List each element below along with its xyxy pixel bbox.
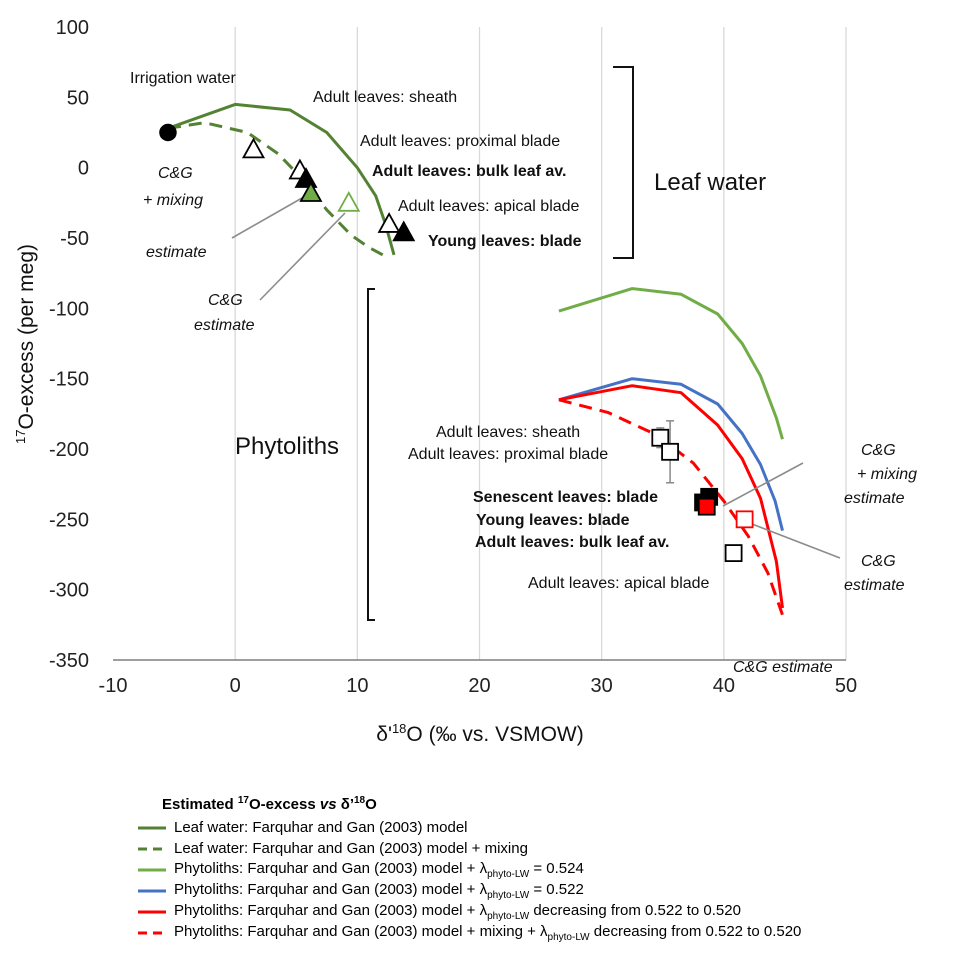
bracket-leaf-water bbox=[613, 66, 634, 259]
label-leaf-water: Leaf water bbox=[654, 169, 766, 196]
legend-label: Leaf water: Farquhar and Gan (2003) mode… bbox=[174, 819, 468, 836]
y-tick-label: -50 bbox=[60, 228, 89, 250]
label-ph-cg-mix-3: estimate bbox=[844, 490, 905, 507]
marker-square bbox=[651, 428, 670, 447]
series-line-5 bbox=[558, 384, 784, 609]
chart-plot: -10 0 10 20 30 40 50100500-50-100-150-200-250-… bbox=[13, 17, 917, 746]
y-tick-label: 100 bbox=[56, 17, 89, 39]
label-ph-young: Young leaves: blade bbox=[476, 512, 630, 529]
label-cg-1: C&G bbox=[208, 292, 243, 309]
label-ph-bulk: Adult leaves: bulk leaf av. bbox=[475, 534, 669, 551]
marker-triangle bbox=[392, 220, 416, 242]
connector-line bbox=[722, 462, 804, 507]
series-line-6 bbox=[558, 398, 784, 616]
label-ph-sheath: Adult leaves: sheath bbox=[436, 424, 580, 441]
label-ph-cg-mix-1: C&G bbox=[861, 442, 896, 459]
y-tick-label: -300 bbox=[49, 580, 89, 602]
y-tick-label: -200 bbox=[49, 439, 89, 461]
legend: Estimated 17O-excess vs δ’18O Leaf water… bbox=[136, 795, 956, 943]
connector-line bbox=[751, 523, 841, 559]
label-phytoliths: Phytoliths bbox=[235, 433, 339, 460]
label-ph-cg-mix-2: + mixing bbox=[857, 466, 917, 483]
x-tick-label: 50 bbox=[835, 675, 857, 697]
legend-swatch bbox=[136, 823, 168, 833]
series-line-3 bbox=[558, 287, 784, 440]
legend-label: Phytoliths: Farquhar and Gan (2003) mode… bbox=[174, 922, 802, 943]
label-ph-cg-1: C&G bbox=[861, 553, 896, 570]
label-lw-sheath: Adult leaves: sheath bbox=[313, 89, 457, 106]
label-cg-2: estimate bbox=[194, 317, 255, 334]
label-lw-apical: Adult leaves: apical blade bbox=[398, 198, 580, 215]
legend-item: Phytoliths: Farquhar and Gan (2003) mode… bbox=[136, 901, 956, 922]
marker-triangle bbox=[337, 190, 361, 212]
marker-triangle bbox=[377, 212, 401, 233]
marker-square bbox=[697, 497, 716, 516]
label-cg-mix-1: C&G bbox=[158, 165, 193, 182]
legend-swatch bbox=[136, 907, 168, 917]
label-irrigation-water: Irrigation water bbox=[130, 70, 236, 87]
legend-items: Leaf water: Farquhar and Gan (2003) mode… bbox=[136, 817, 956, 943]
series-line-1 bbox=[167, 102, 396, 256]
y-tick-label: 0 bbox=[78, 158, 89, 180]
marker-square bbox=[735, 510, 754, 529]
marker-triangle bbox=[241, 137, 266, 159]
label-cg-mix-3: estimate bbox=[146, 244, 207, 261]
label-ph-proximal: Adult leaves: proximal blade bbox=[408, 446, 608, 463]
series-line-2 bbox=[167, 121, 387, 258]
label-lw-proximal: Adult leaves: proximal blade bbox=[360, 133, 560, 150]
legend-swatch bbox=[136, 865, 168, 875]
y-axis-title: 17O-excess (per meg) bbox=[13, 244, 38, 444]
legend-swatch bbox=[136, 928, 168, 938]
label-lw-bulk: Adult leaves: bulk leaf av. bbox=[372, 163, 566, 180]
label-cg-mix-2: + mixing bbox=[143, 192, 203, 209]
legend-item: Leaf water: Farquhar and Gan (2003) mode… bbox=[136, 817, 956, 838]
x-tick-label: 0 bbox=[230, 675, 241, 697]
connector-line bbox=[231, 197, 303, 239]
y-tick-label: -100 bbox=[49, 298, 89, 320]
label-lw-young: Young leaves: blade bbox=[428, 233, 582, 250]
y-tick-label: -250 bbox=[49, 509, 89, 531]
marker-circle bbox=[159, 123, 177, 142]
marker-triangle bbox=[299, 181, 323, 202]
legend-swatch bbox=[136, 886, 168, 896]
marker-square bbox=[724, 544, 743, 562]
label-cg-bottom: C&G estimate bbox=[733, 659, 833, 676]
x-tick-label: -10 bbox=[99, 675, 128, 697]
label-ph-senescent: Senescent leaves: blade bbox=[473, 489, 658, 506]
y-tick-label: -150 bbox=[49, 369, 89, 391]
x-axis-title: δ'18O (‰ vs. VSMOW) bbox=[376, 721, 584, 746]
label-ph-cg-2: estimate bbox=[844, 577, 905, 594]
series-line-4 bbox=[558, 377, 784, 531]
grid-lines bbox=[234, 27, 847, 660]
marker-square bbox=[661, 442, 679, 461]
label-ph-apical: Adult leaves: apical blade bbox=[528, 575, 710, 592]
legend-label: Leaf water: Farquhar and Gan (2003) mode… bbox=[174, 840, 528, 857]
connector-line bbox=[259, 212, 346, 301]
legend-item: Phytoliths: Farquhar and Gan (2003) mode… bbox=[136, 922, 956, 943]
x-tick-label: 30 bbox=[591, 675, 613, 697]
legend-title: Estimated 17O-excess vs δ’18O bbox=[162, 795, 377, 813]
legend-item: Phytoliths: Farquhar and Gan (2003) mode… bbox=[136, 859, 956, 880]
y-tick-label: 50 bbox=[67, 87, 89, 109]
x-tick-label: 40 bbox=[713, 675, 735, 697]
legend-swatch bbox=[136, 844, 168, 854]
brackets bbox=[367, 66, 634, 621]
y-tick-label: -350 bbox=[49, 650, 89, 672]
bracket-phytoliths bbox=[367, 288, 375, 621]
x-tick-label: 10 bbox=[346, 675, 368, 697]
legend-label: Phytoliths: Farquhar and Gan (2003) mode… bbox=[174, 880, 584, 901]
x-tick-label: 20 bbox=[468, 675, 490, 697]
legend-item: Leaf water: Farquhar and Gan (2003) mode… bbox=[136, 838, 956, 859]
legend-item: Phytoliths: Farquhar and Gan (2003) mode… bbox=[136, 880, 956, 901]
axis-ticks: -10 0 10 20 30 40 50100500-50-100-150-200-250-… bbox=[49, 17, 857, 697]
points-layer bbox=[159, 123, 754, 562]
legend-label: Phytoliths: Farquhar and Gan (2003) mode… bbox=[174, 859, 584, 880]
legend-label: Phytoliths: Farquhar and Gan (2003) mode… bbox=[174, 901, 741, 922]
annotation-connectors bbox=[231, 197, 841, 559]
